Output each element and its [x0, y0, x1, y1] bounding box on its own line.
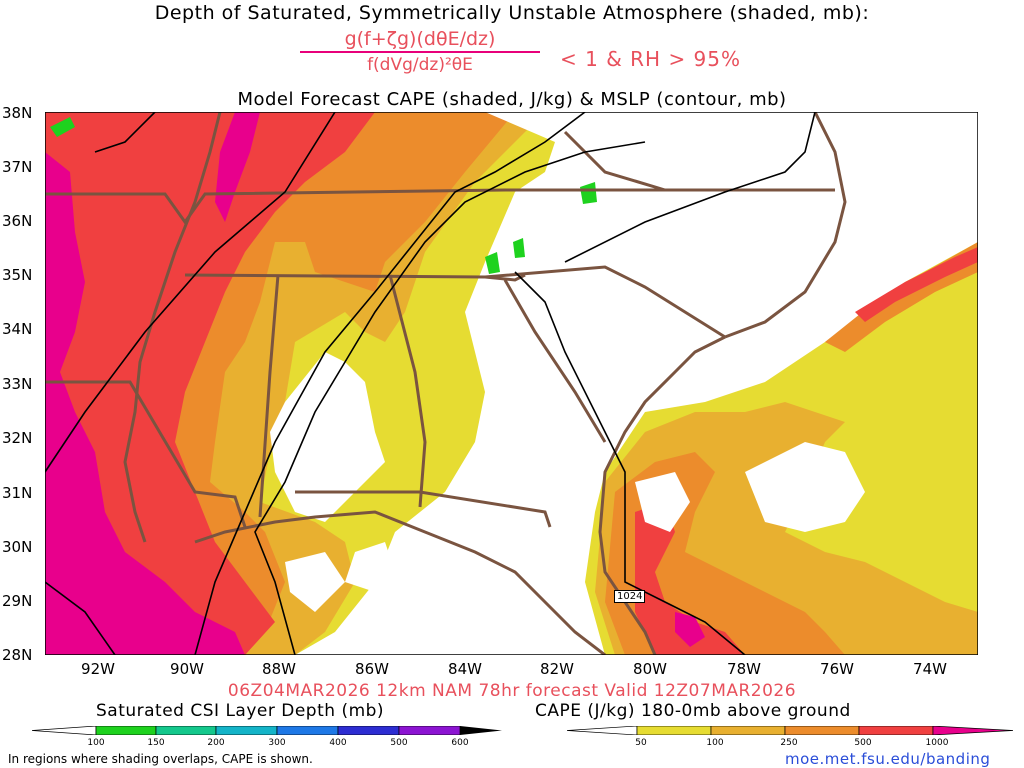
no-shading-gulf-1 [285, 552, 345, 612]
lat-label-38n: 38N [2, 104, 33, 122]
csi-tick-150: 150 [147, 738, 165, 748]
cape-1000-southeast [675, 612, 705, 647]
lat-label-30n: 30N [2, 538, 33, 556]
isobar-1 [94, 112, 156, 153]
va-border [563, 130, 666, 192]
lon-label-82w: 82W [540, 660, 574, 678]
lon-label-74w: 74W [913, 660, 947, 678]
csi-tick-300: 300 [268, 738, 286, 748]
no-shading-interior [270, 352, 385, 522]
lat-label-29n: 29N [2, 592, 33, 610]
cape-bar-250 [784, 726, 860, 735]
lat-label-33n: 33N [2, 375, 33, 393]
csi-100-patch-2 [513, 238, 525, 258]
title-line-1: Depth of Saturated, Symmetrically Unstab… [154, 2, 870, 24]
lon-label-80w: 80W [633, 660, 667, 678]
csi-bar-100 [95, 726, 157, 735]
coastline-atlantic [724, 112, 847, 339]
fraction-denominator: f(dVg/dz)²θE [367, 55, 473, 75]
lat-label-31n: 31N [2, 484, 33, 502]
lat-label-35n: 35N [2, 266, 33, 284]
csi-colorbar [32, 726, 502, 735]
csi-criterion-fraction: g(f+ζg)(dθE/dz) f(dVg/dz)²θE [300, 28, 540, 75]
cape-colorbar [567, 726, 1013, 735]
csi-bar-500 [398, 726, 461, 735]
overlap-note: In regions where shading overlaps, CAPE … [8, 752, 313, 766]
csi-bar-150 [155, 726, 217, 735]
cape-bar-100 [710, 726, 786, 735]
cape-legend-title: CAPE (J/kg) 180-0mb above ground [535, 701, 851, 721]
lon-label-84w: 84W [448, 660, 482, 678]
lat-label-28n: 28N [2, 646, 33, 664]
cape-bar-500 [858, 726, 934, 735]
no-shading-east [485, 112, 978, 542]
cape-tick-250: 250 [780, 738, 798, 748]
cape-tick-100: 100 [706, 738, 724, 748]
no-shading-atlantic [745, 442, 865, 532]
cape-500-west [45, 112, 375, 655]
csi-legend-title: Saturated CSI Layer Depth (mb) [96, 701, 385, 721]
csi-tick-400: 400 [329, 738, 347, 748]
isobar-7 [45, 581, 116, 655]
csi-bar-under [32, 726, 97, 735]
fraction-numerator: g(f+ζg)(dθE/dz) [344, 28, 496, 50]
isobar-2 [45, 112, 336, 473]
csi-tick-500: 500 [390, 738, 408, 748]
csi-bar-200 [215, 726, 278, 735]
csi-100-patch-4 [50, 117, 75, 137]
cape-bar-under [567, 726, 638, 735]
cape-500-southeast [635, 502, 745, 655]
forecast-map [45, 112, 978, 655]
csi-condition: < 1 & RH > 95% [560, 47, 742, 71]
lon-label-92w: 92W [81, 660, 115, 678]
la-ms-border [45, 380, 247, 528]
isobar-label: 1024 [614, 590, 646, 603]
forecast-valid-time: 06Z04MAR2026 12km NAM 78hr forecast Vali… [227, 681, 797, 701]
cape-tick-50: 50 [635, 738, 647, 748]
isobar-3 [194, 112, 586, 655]
lat-label-36n: 36N [2, 212, 33, 230]
cape-bar-50 [636, 726, 712, 735]
csi-bar-300 [276, 726, 339, 735]
isobar-4 [254, 141, 646, 655]
csi-100-patch-1 [485, 252, 500, 274]
lat-label-37n: 37N [2, 158, 33, 176]
source-url[interactable]: moe.met.fsu.edu/banding [785, 750, 991, 768]
lon-label-86w: 86W [355, 660, 389, 678]
isobar-5 [514, 271, 746, 655]
no-shading-florida-east [635, 472, 690, 532]
csi-tick-600: 600 [451, 738, 469, 748]
no-shading-gulf-2 [420, 527, 455, 572]
cape-tick-1000: 1000 [925, 738, 949, 748]
csi-bar-over [460, 726, 502, 735]
no-shading-pensacola [345, 542, 395, 592]
fraction-bar [300, 51, 540, 53]
lon-label-76w: 76W [820, 660, 854, 678]
mslp-isobars [45, 112, 816, 655]
al-ga-border [388, 274, 427, 508]
cape-bar-1000 [932, 726, 1013, 735]
cape-500-atlantic-streak [855, 247, 978, 322]
state-borders [45, 112, 847, 655]
cape-1000-west [45, 152, 245, 655]
lon-label-88w: 88W [262, 660, 296, 678]
csi-bar-400 [337, 726, 400, 735]
coastline-southeast [598, 335, 726, 655]
ga-fl-border [295, 490, 552, 528]
isobar-6 [564, 112, 816, 263]
ky-tn-border [45, 188, 835, 225]
nc-sc-border [484, 265, 726, 339]
csi-100-patch-3 [580, 182, 597, 204]
lat-label-34n: 34N [2, 320, 33, 338]
mississippi-river [123, 112, 222, 543]
csi-tick-100: 100 [87, 738, 105, 748]
cape-tick-500: 500 [854, 738, 872, 748]
title-line-3: Model Forecast CAPE (shaded, J/kg) & MSL… [237, 89, 787, 110]
ga-sc-border [503, 279, 607, 443]
csi-tick-200: 200 [207, 738, 225, 748]
lon-label-90w: 90W [170, 660, 204, 678]
lat-label-32n: 32N [2, 429, 33, 447]
lon-label-78w: 78W [727, 660, 761, 678]
